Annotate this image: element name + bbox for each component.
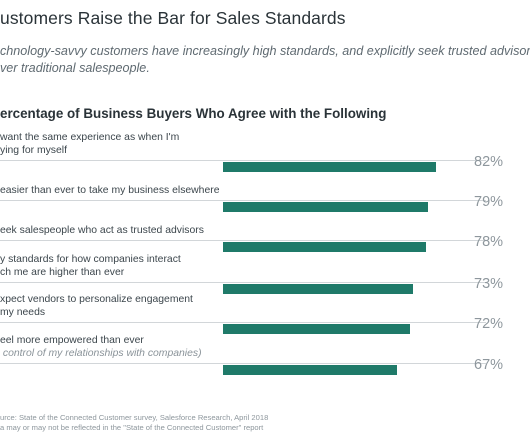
chart-subtitle: chnology-savvy customers have increasing… [0,43,530,77]
bar [223,365,397,375]
bar [223,202,428,212]
category-label-line: y standards for how companies interact [0,254,181,265]
category-label-line: control of my relationships with compani… [0,348,202,359]
footnote-source: urce: State of the Connected Customer su… [0,413,269,422]
row-divider [0,322,486,323]
row-divider [0,240,486,241]
value-label: 72% [474,316,504,332]
value-label: 78% [474,234,504,250]
value-label: 73% [474,276,504,292]
category-label-line: want the same experience as when I'm [0,132,180,143]
category-label: want the same experience as when I'm ying… [0,131,212,157]
bar [223,162,436,172]
row-divider [0,200,486,201]
subtitle-line-1: chnology-savvy customers have increasing… [0,44,530,58]
category-label-line: eel more empowered than ever [0,335,144,346]
row-divider [0,363,486,364]
row-divider [0,160,486,161]
category-label-line: easier than ever to take my business els… [0,185,220,196]
chart-title: ustomers Raise the Bar for Sales Standar… [0,8,346,28]
category-label: easier than ever to take my business els… [0,184,220,197]
value-label: 79% [474,194,504,210]
value-label: 67% [474,357,504,373]
bar [223,242,426,252]
bar [223,324,410,334]
value-label: 82% [474,154,504,170]
subtitle-line-2: ver traditional salespeople. [0,61,150,75]
category-label-line: ch me are higher than ever [0,267,125,278]
chart-heading: ercentage of Business Buyers Who Agree w… [0,106,387,121]
category-label: eel more empowered than ever control of … [0,334,212,360]
category-label-line: xpect vendors to personalize engagement [0,294,193,305]
footnote: urce: State of the Connected Customer su… [0,413,530,433]
category-label: eek salespeople who act as trusted advis… [0,224,212,237]
category-label: y standards for how companies interact ch… [0,253,212,279]
category-label-line: my needs [0,307,46,318]
category-label-line: eek salespeople who act as trusted advis… [0,225,204,236]
row-divider [0,282,486,283]
category-label: xpect vendors to personalize engagement m… [0,293,212,319]
footnote-disclaimer: a may or may not be reflected in the "St… [0,423,264,432]
category-label-line: ying for myself [0,145,67,156]
bar [223,284,413,294]
